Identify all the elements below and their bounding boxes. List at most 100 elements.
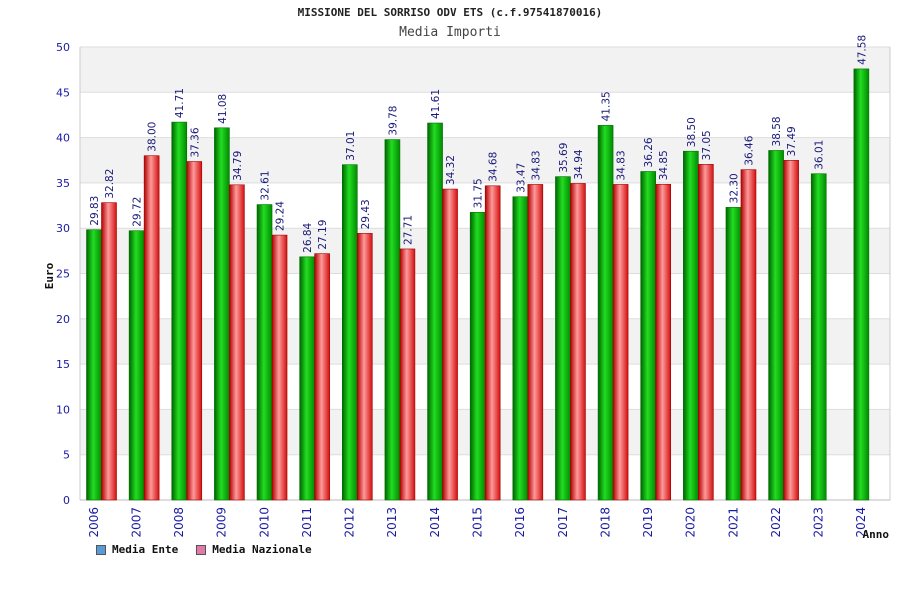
x-tick-label: 2006 xyxy=(87,507,101,538)
data-label: 41.35 xyxy=(601,91,613,121)
data-label: 37.49 xyxy=(786,126,798,156)
bar-media-ente xyxy=(299,256,315,501)
bar-media-ente xyxy=(256,204,273,501)
data-label: 37.36 xyxy=(189,127,201,157)
data-label: 27.19 xyxy=(317,220,329,250)
legend-label-ente: Media Ente xyxy=(112,543,179,556)
x-tick-label: 2007 xyxy=(129,507,143,538)
chart-legend: Media Ente Media Nazionale xyxy=(96,543,312,556)
x-tick-label: 2016 xyxy=(513,507,527,538)
x-tick-label: 2011 xyxy=(300,507,314,538)
bar-media-ente xyxy=(683,150,699,501)
x-tick-label: 2024 xyxy=(854,507,868,538)
data-label: 41.61 xyxy=(430,89,442,119)
bar-media-nazionale xyxy=(101,202,117,501)
data-label: 41.71 xyxy=(174,88,186,118)
bar-media-nazionale xyxy=(783,160,799,501)
y-tick-label: 5 xyxy=(63,449,70,462)
bar-media-nazionale xyxy=(527,184,544,501)
bar-media-ente xyxy=(341,164,358,501)
data-label: 33.47 xyxy=(515,163,527,193)
plot-band xyxy=(80,92,890,138)
legend-item-nazionale: Media Nazionale xyxy=(196,543,312,556)
bar-media-nazionale xyxy=(612,184,629,501)
bar-media-nazionale xyxy=(740,169,757,501)
legend-label-nazionale: Media Nazionale xyxy=(212,543,312,556)
x-tick-label: 2012 xyxy=(343,507,357,538)
x-tick-label: 2020 xyxy=(684,507,698,538)
data-label: 26.84 xyxy=(302,222,314,252)
data-label: 38.50 xyxy=(686,117,698,147)
x-tick-label: 2014 xyxy=(428,507,442,538)
data-label: 37.01 xyxy=(345,131,357,161)
x-tick-label: 2009 xyxy=(215,507,229,538)
data-label: 39.78 xyxy=(387,106,399,136)
data-label: 36.01 xyxy=(814,140,826,170)
bar-media-ente xyxy=(512,196,529,501)
bar-media-nazionale xyxy=(143,155,160,501)
x-tick-label: 2015 xyxy=(471,507,485,538)
data-label: 38.58 xyxy=(771,116,783,146)
data-label: 32.30 xyxy=(728,173,740,203)
bar-media-nazionale xyxy=(655,183,672,501)
x-tick-label: 2008 xyxy=(172,507,186,538)
x-tick-label: 2010 xyxy=(257,507,271,538)
bar-media-nazionale xyxy=(570,183,586,501)
bar-media-nazionale xyxy=(399,248,416,501)
bar-media-ente xyxy=(214,127,230,501)
y-tick-label: 35 xyxy=(56,177,70,190)
data-label: 34.85 xyxy=(658,150,670,180)
x-tick-label: 2019 xyxy=(641,507,655,538)
y-tick-label: 30 xyxy=(56,222,70,235)
bar-media-nazionale xyxy=(271,234,288,501)
data-label: 34.32 xyxy=(445,155,457,185)
data-label: 41.08 xyxy=(217,94,229,124)
bar-media-nazionale xyxy=(442,188,458,501)
bar-media-ente xyxy=(810,173,827,501)
data-label: 35.69 xyxy=(558,143,570,173)
data-label: 32.61 xyxy=(260,170,272,200)
data-label: 34.94 xyxy=(573,149,585,179)
x-tick-label: 2013 xyxy=(385,507,399,538)
data-label: 34.68 xyxy=(488,152,500,182)
chart-title: MISSIONE DEL SORRISO ODV ETS (c.f.975418… xyxy=(297,6,603,19)
y-tick-label: 40 xyxy=(56,132,70,145)
bar-media-nazionale xyxy=(356,233,373,501)
bar-media-ente xyxy=(469,212,486,501)
data-label: 29.43 xyxy=(360,199,372,229)
y-tick-label: 25 xyxy=(56,268,70,281)
data-label: 38.00 xyxy=(147,122,159,152)
bar-media-ente xyxy=(171,121,188,501)
chart-subtitle: Media Importi xyxy=(399,25,501,40)
bar-media-nazionale xyxy=(186,161,203,501)
data-label: 36.26 xyxy=(643,137,655,167)
legend-swatch-nazionale xyxy=(196,544,207,555)
data-label: 36.46 xyxy=(743,135,755,165)
y-tick-label: 10 xyxy=(56,403,70,416)
data-label: 34.83 xyxy=(616,150,628,180)
bar-media-nazionale xyxy=(698,164,714,501)
data-label: 47.58 xyxy=(856,35,868,65)
bar-media-ente xyxy=(597,125,614,501)
bar-media-ente xyxy=(128,230,145,501)
x-tick-label: 2023 xyxy=(812,507,826,538)
y-tick-label: 20 xyxy=(56,313,70,326)
data-label: 29.24 xyxy=(275,201,287,231)
bar-media-ente xyxy=(640,171,657,501)
legend-swatch-ente xyxy=(96,544,106,555)
data-label: 29.83 xyxy=(89,196,101,226)
data-label: 29.72 xyxy=(132,197,144,227)
y-tick-label: 45 xyxy=(56,86,70,99)
bar-media-ente xyxy=(555,176,571,501)
data-label: 34.83 xyxy=(530,150,542,180)
data-label: 32.82 xyxy=(104,169,116,199)
bar-media-nazionale xyxy=(314,253,330,501)
y-tick-label: 50 xyxy=(56,41,70,54)
bar-media-ente xyxy=(725,207,742,501)
bar-media-ente xyxy=(768,150,784,501)
data-label: 27.71 xyxy=(402,215,414,245)
bar-media-ente xyxy=(384,139,401,501)
bar-media-nazionale xyxy=(229,184,245,501)
y-axis-title: Euro xyxy=(43,262,56,289)
